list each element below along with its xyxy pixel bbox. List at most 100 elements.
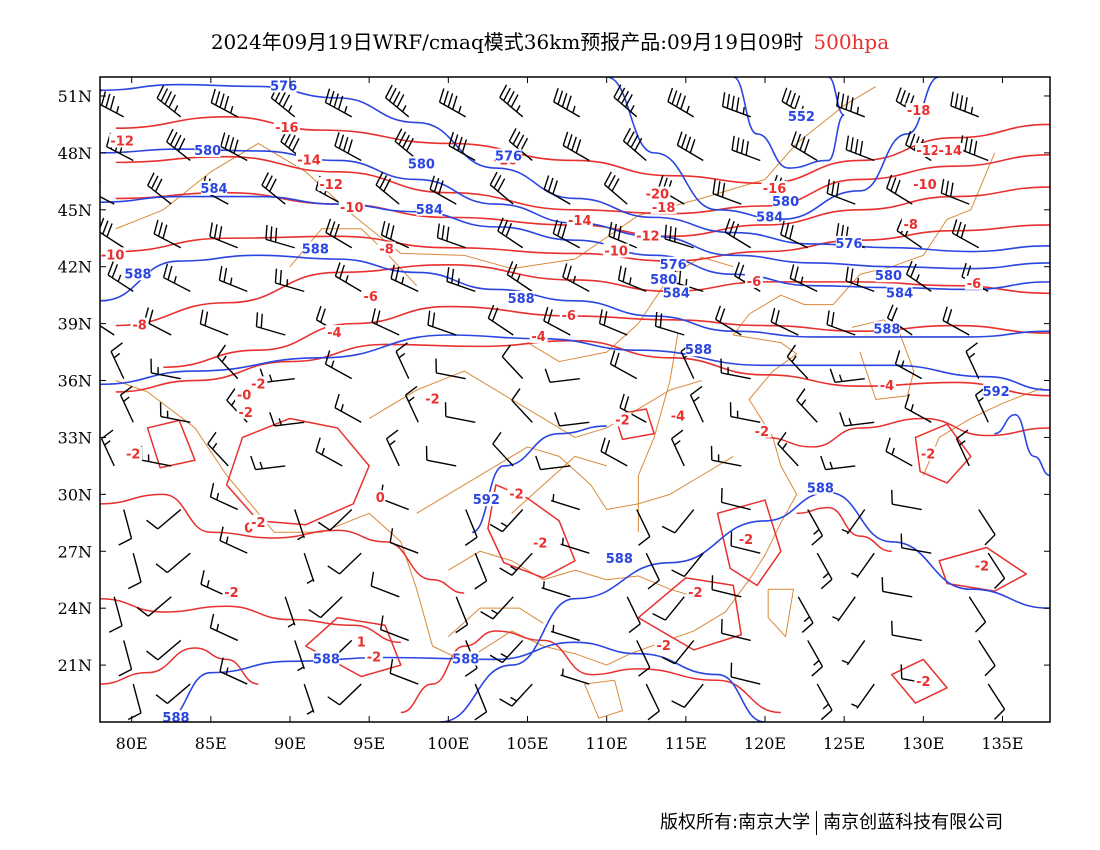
wind-barb-feather <box>204 311 209 326</box>
wind-barb-feather <box>622 128 631 142</box>
wind-barb <box>636 640 651 677</box>
wind-barb-feather <box>678 269 682 285</box>
label-background <box>737 531 755 546</box>
temperature-label: -2 <box>531 535 550 552</box>
wind-barb <box>645 552 660 590</box>
wind-barb-shaft <box>511 552 533 576</box>
wind-barb-feather <box>308 608 321 619</box>
wind-barb-feather <box>951 219 958 234</box>
wind-barb-feather <box>634 137 643 152</box>
wind-barb-feather <box>712 179 716 194</box>
temperature-label: -2 <box>686 585 705 601</box>
temperature-label-text: -2 <box>425 393 439 408</box>
wind-barb-shaft <box>846 509 866 535</box>
wind-barb <box>119 385 134 423</box>
map-axes: 80E 85E 90E 95E 100E 105E 110E 115E 120E 125E 130E… <box>58 77 1050 753</box>
wind-barb-feather <box>612 223 617 239</box>
wind-barb-feather <box>330 360 335 368</box>
wind-barb <box>269 412 305 427</box>
wind-barb-feather <box>464 536 478 546</box>
wind-barb-shaft <box>511 399 533 423</box>
wind-barb <box>155 552 191 574</box>
wind-barb-feather <box>904 393 910 408</box>
wind-barb-feather <box>690 385 703 396</box>
wind-barb-feather <box>603 311 608 326</box>
wind-barb-feather <box>791 355 797 363</box>
wind-barb-feather <box>408 396 415 402</box>
temperature-label: -4 <box>325 325 344 341</box>
temperature-contour-line <box>115 264 1050 327</box>
wind-barb-shaft <box>645 683 660 712</box>
wind-barb <box>836 91 865 118</box>
temperature-label-text: -4 <box>880 379 894 394</box>
wind-barb-feather <box>667 87 674 102</box>
wind-barb <box>110 342 125 379</box>
temperature-contour-line <box>115 116 1050 185</box>
wind-barb-feather <box>461 139 468 154</box>
wind-barb-feather <box>100 91 107 106</box>
wind-barb-feather <box>657 175 664 190</box>
wind-barb-feather <box>287 105 293 113</box>
wind-barb-feather <box>617 87 626 101</box>
temperature-label-text: 0 <box>376 491 385 506</box>
wind-barb-feather <box>575 139 582 154</box>
wind-barb-feather <box>535 455 542 470</box>
boundary-line <box>767 588 794 638</box>
wind-barb-shaft <box>210 627 239 642</box>
wind-barb <box>786 344 809 380</box>
wind-barb-feather <box>726 93 731 109</box>
wind-barb-feather <box>572 275 577 284</box>
copyright-footer: 版权所有:南京大学 南京创蓝科技有限公司 <box>660 808 1003 835</box>
wind-barb <box>294 509 305 541</box>
height-label: 588 <box>162 710 190 722</box>
wind-barb-feather <box>157 222 164 237</box>
wind-barb-feather <box>297 666 305 672</box>
wind-barb <box>905 260 932 292</box>
wind-barb-feather <box>622 267 627 282</box>
wind-barb-feather <box>118 537 132 546</box>
wind-barb-shaft <box>807 509 824 537</box>
wind-barb-feather <box>173 275 177 284</box>
wind-barb <box>153 219 182 249</box>
wind-barb-feather <box>501 344 512 358</box>
wind-barb-feather <box>890 177 897 192</box>
wind-barb <box>797 596 814 633</box>
wind-barb-feather <box>886 304 894 319</box>
temperature-label-text: -6 <box>364 290 378 305</box>
wind-barb-feather <box>213 224 218 239</box>
wind-barb-feather <box>543 306 549 322</box>
temperature-label-text: 1 <box>357 635 366 650</box>
wind-barb-feather <box>333 223 340 238</box>
wind-barb-feather <box>973 140 978 156</box>
wind-barb-shaft <box>846 640 866 666</box>
temperature-contour-loop <box>487 484 576 579</box>
wind-barb-feather <box>511 388 521 401</box>
wind-barb-shaft <box>549 377 580 383</box>
wind-barb <box>394 128 419 162</box>
wind-barb-feather <box>801 622 814 633</box>
wind-barb-shaft <box>219 670 248 685</box>
wind-barb-feather <box>111 264 119 279</box>
wind-barb-feather <box>106 223 113 238</box>
height-label-text: 584 <box>663 286 690 301</box>
x-tick-label: 95E <box>353 734 385 753</box>
wind-barb <box>146 639 182 661</box>
wind-barb-feather <box>500 653 508 658</box>
wind-barb-feather <box>340 404 344 412</box>
height-contour-line <box>100 254 1050 338</box>
label-background <box>313 651 340 666</box>
wind-barb-feather <box>910 263 917 278</box>
wind-barb-feather <box>803 616 811 623</box>
wind-barb-feather <box>689 139 696 154</box>
height-label: 588 <box>685 342 712 358</box>
wind-barb-feather <box>394 128 403 142</box>
wind-barb-shaft <box>844 421 875 427</box>
label-background <box>914 674 933 689</box>
height-label-text: 584 <box>200 182 227 197</box>
temperature-label: -2 <box>914 674 933 690</box>
wind-barb-feather <box>218 226 223 241</box>
temperature-contour-line <box>115 153 1050 215</box>
wind-barb-feather <box>959 440 966 446</box>
y-tick-label: 36N <box>58 372 92 391</box>
wind-barb <box>308 596 343 619</box>
